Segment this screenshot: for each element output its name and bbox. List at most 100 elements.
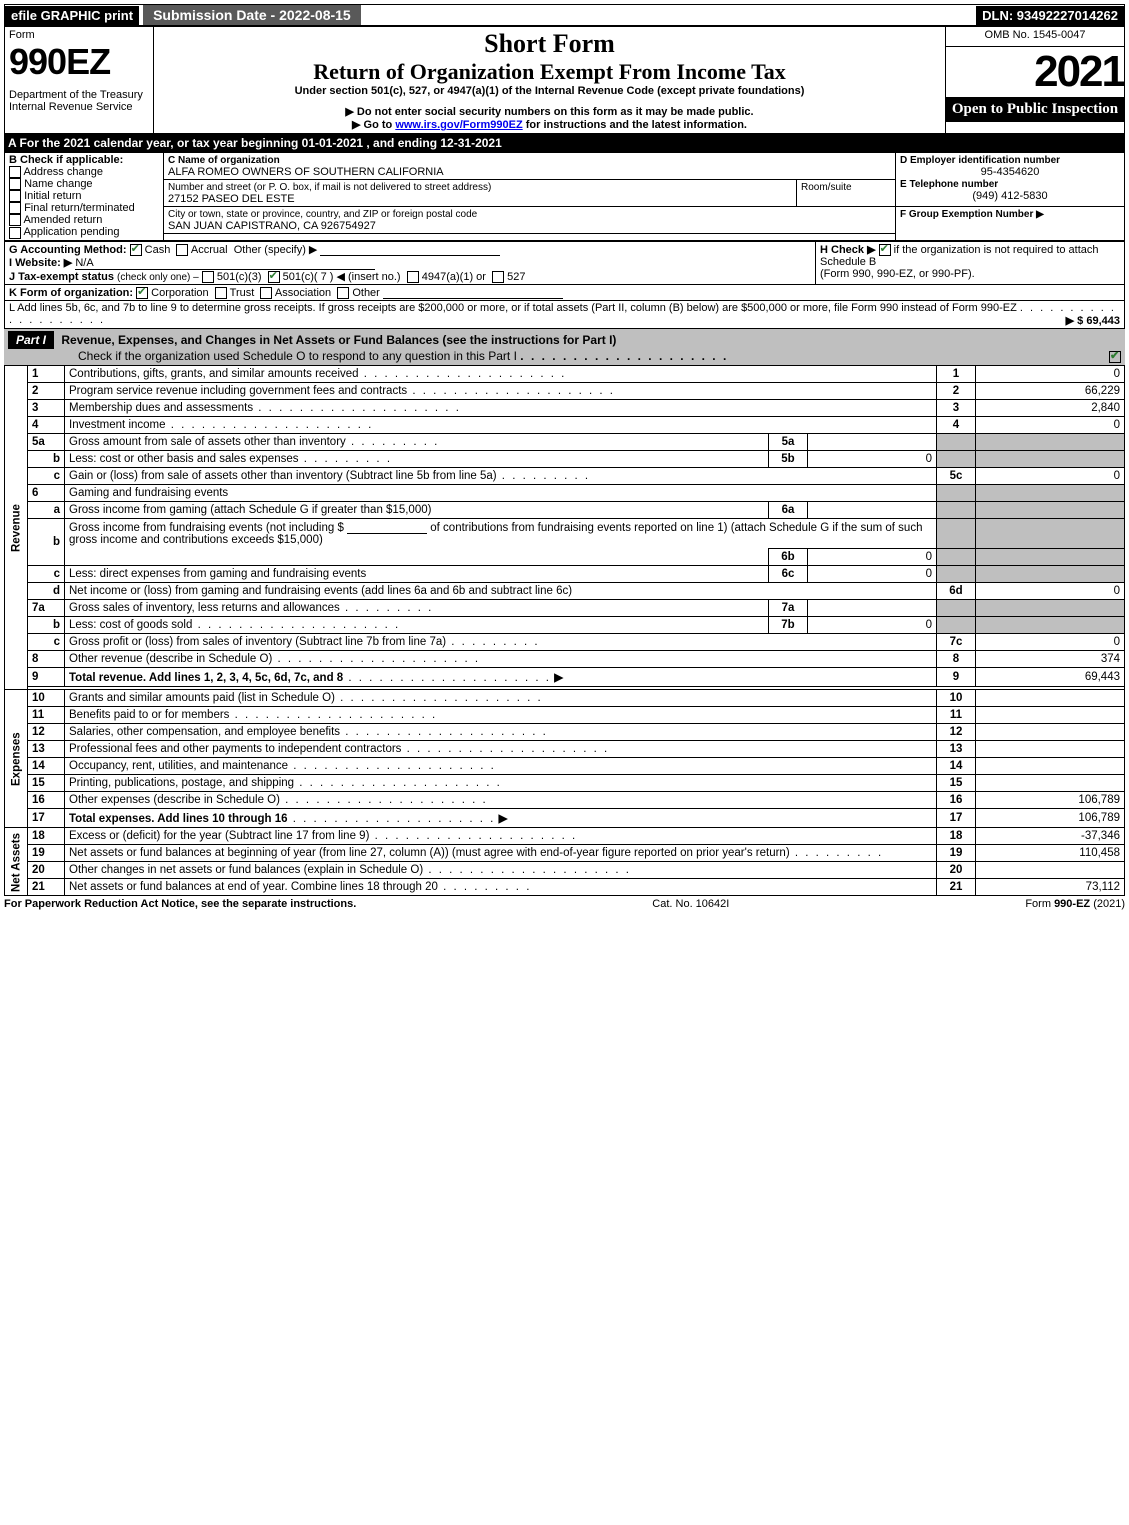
g-other-blank — [320, 243, 500, 256]
l5b-mv: 0 — [808, 451, 937, 468]
opt-pending: Application pending — [23, 226, 119, 238]
chk-h[interactable] — [879, 244, 891, 256]
part1-bar: Part I Revenue, Expenses, and Changes in… — [4, 329, 1125, 365]
subtitle-under: Under section 501(c), 527, or 4947(a)(1)… — [158, 85, 941, 97]
l7a-mv — [808, 600, 937, 617]
vlabel-revenue: Revenue — [5, 366, 28, 690]
l6a-desc: Gross income from gaming (attach Schedul… — [69, 504, 431, 516]
l10-val — [976, 690, 1125, 707]
dots — [192, 619, 400, 631]
l6d-val: 0 — [976, 583, 1125, 600]
k-label: K Form of organization: — [9, 287, 133, 299]
chk-cash[interactable] — [130, 244, 142, 256]
chk-4947[interactable] — [407, 271, 419, 283]
l5b-desc: Less: cost or other basis and sales expe… — [69, 453, 299, 465]
l12-val — [976, 724, 1125, 741]
efile-print[interactable]: efile GRAPHIC print — [5, 6, 139, 25]
l8-val: 374 — [976, 651, 1125, 668]
chk-final[interactable] — [9, 202, 21, 214]
chk-name[interactable] — [9, 178, 21, 190]
l6b-mv: 0 — [808, 549, 937, 566]
l7c-val: 0 — [976, 634, 1125, 651]
chk-accrual[interactable] — [176, 244, 188, 256]
chk-trust[interactable] — [215, 287, 227, 299]
j-4947: 4947(a)(1) or — [422, 271, 486, 283]
chk-amended[interactable] — [9, 214, 21, 226]
chk-501c3[interactable] — [202, 271, 214, 283]
l21-val: 73,112 — [976, 879, 1125, 896]
vlabel-netassets: Net Assets — [5, 828, 28, 896]
room-label: Room/suite — [801, 182, 852, 193]
chk-527[interactable] — [492, 271, 504, 283]
dots — [790, 847, 884, 859]
l18-desc: Excess or (deficit) for the year (Subtra… — [69, 830, 369, 842]
dots — [166, 419, 374, 431]
d-label: D Employer identification number — [900, 155, 1060, 166]
ghijk-table: G Accounting Method: Cash Accrual Other … — [4, 241, 1125, 329]
dots — [340, 602, 434, 614]
dots — [280, 794, 488, 806]
opt-final: Final return/terminated — [24, 202, 135, 214]
dots — [288, 813, 496, 825]
k-other: Other — [352, 287, 380, 299]
k-trust: Trust — [230, 287, 255, 299]
l13-val — [976, 741, 1125, 758]
l17-val: 106,789 — [976, 809, 1125, 828]
l6b-pre: Gross income from fundraising events (no… — [69, 522, 344, 534]
section-a: A For the 2021 calendar year, or tax yea… — [4, 134, 1125, 152]
l19-val: 110,458 — [976, 845, 1125, 862]
dots — [229, 709, 437, 721]
l10-desc: Grants and similar amounts paid (list in… — [69, 692, 335, 704]
l5c-desc: Gain or (loss) from sale of assets other… — [69, 470, 497, 482]
chk-address[interactable] — [9, 166, 21, 178]
l7a-desc: Gross sales of inventory, less returns a… — [69, 602, 340, 614]
l6c-mv: 0 — [808, 566, 937, 583]
chk-assoc[interactable] — [260, 287, 272, 299]
website: N/A — [75, 257, 375, 270]
fr-post: (2021) — [1090, 898, 1125, 910]
dots — [253, 402, 461, 414]
l11-val — [976, 707, 1125, 724]
chk-initial[interactable] — [9, 190, 21, 202]
l3-desc: Membership dues and assessments — [69, 402, 253, 414]
instr-donot: ▶ Do not enter social security numbers o… — [158, 105, 941, 118]
dots — [423, 864, 631, 876]
chk-corp[interactable] — [136, 287, 148, 299]
fr-pre: Form — [1025, 898, 1054, 910]
l9-desc: Total revenue. Add lines 1, 2, 3, 4, 5c,… — [69, 672, 343, 684]
h-label: H Check ▶ — [820, 244, 876, 256]
l6c-desc: Less: direct expenses from gaming and fu… — [69, 568, 366, 580]
l17-desc: Total expenses. Add lines 10 through 16 — [69, 813, 288, 825]
footer-right: Form 990-EZ (2021) — [1025, 898, 1125, 910]
l18-val: -37,346 — [976, 828, 1125, 845]
chk-other[interactable] — [337, 287, 349, 299]
g-label: G Accounting Method: — [9, 244, 127, 256]
part1-check: Check if the organization used Schedule … — [78, 349, 517, 363]
goto-link[interactable]: www.irs.gov/Form990EZ — [395, 119, 522, 131]
l16-desc: Other expenses (describe in Schedule O) — [69, 794, 280, 806]
f-label: F Group Exemption Number ▶ — [900, 209, 1044, 220]
chk-501c[interactable] — [268, 271, 280, 283]
chk-pending[interactable] — [9, 227, 21, 239]
l20-desc: Other changes in net assets or fund bala… — [69, 864, 423, 876]
c-label: C Name of organization — [168, 155, 280, 166]
l1-val: 0 — [976, 366, 1125, 383]
chk-part1[interactable] — [1109, 351, 1121, 363]
submission-date: Submission Date - 2022-08-15 — [143, 5, 361, 25]
l7b-mv: 0 — [808, 617, 937, 634]
l5a-mv — [808, 434, 937, 451]
tax-year: 2021 — [946, 47, 1124, 97]
l6b-blank — [347, 521, 427, 534]
open-public: Open to Public Inspection — [946, 97, 1124, 122]
l20-val — [976, 862, 1125, 879]
part1-title: Revenue, Expenses, and Changes in Net As… — [61, 333, 616, 347]
dots — [407, 385, 615, 397]
dots — [272, 653, 480, 665]
instr-goto: ▶ Go to www.irs.gov/Form990EZ for instru… — [158, 118, 941, 131]
l-amount: ▶ $ 69,443 — [1066, 314, 1120, 327]
dots — [438, 881, 532, 893]
dots — [346, 436, 440, 448]
dots — [359, 368, 567, 380]
goto-pre: ▶ Go to — [352, 119, 395, 131]
l14-desc: Occupancy, rent, utilities, and maintena… — [69, 760, 288, 772]
